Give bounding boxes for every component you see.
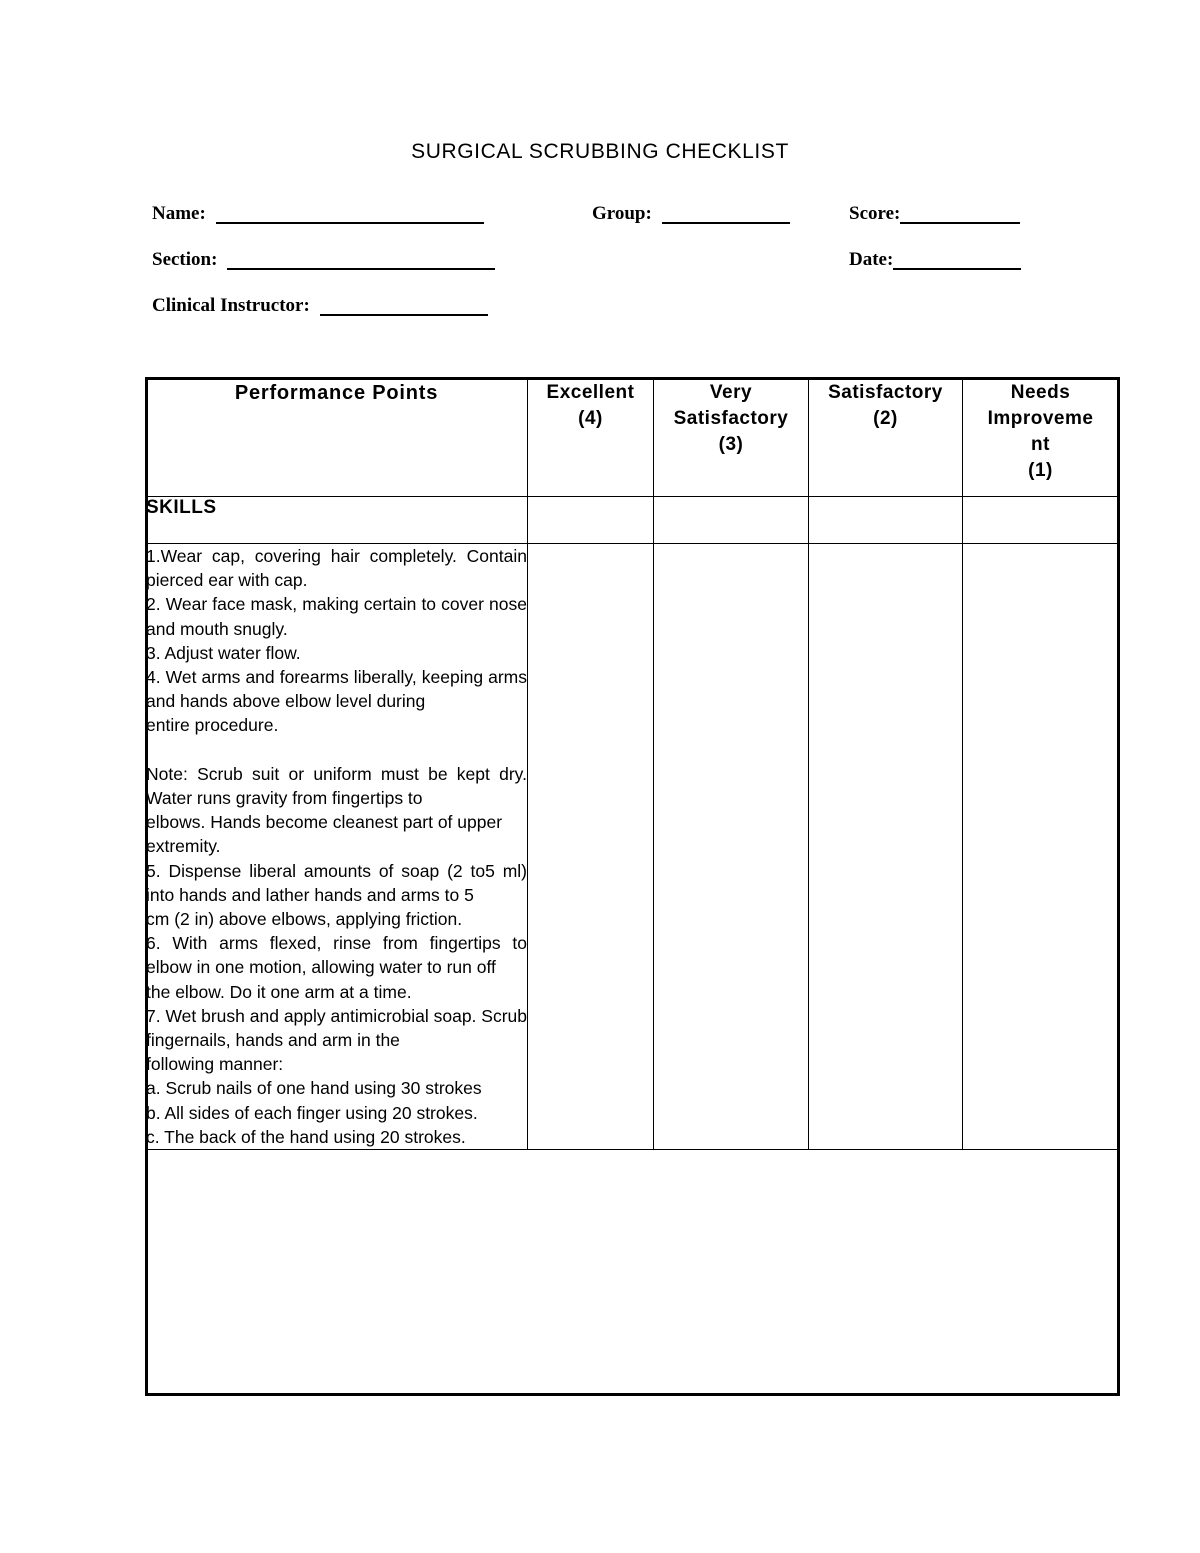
performance-points-content: 1.Wear cap, covering hair completely. Co… — [145, 542, 528, 1151]
date-input-rule[interactable] — [893, 251, 1022, 270]
rating-cell-needs-improvement[interactable] — [962, 496, 1119, 544]
performance-item: 2. Wear face mask, making certain to cov… — [146, 594, 527, 639]
table-frame-top — [145, 377, 1120, 380]
header-line: (1) — [1028, 460, 1053, 481]
header-line: (4) — [578, 408, 603, 429]
table-row: SKILLS — [145, 496, 1119, 544]
name-label: Name: — [152, 203, 206, 224]
column-header-needs-improvement: Needs Improveme nt (1) — [962, 379, 1119, 497]
header-line: Improveme — [987, 408, 1094, 429]
score-label: Score: — [849, 203, 901, 224]
performance-note: elbows. Hands become cleanest part of up… — [146, 812, 503, 857]
section-field[interactable]: Section: — [152, 249, 496, 270]
performance-item: c. The back of the hand using 20 strokes… — [146, 1126, 466, 1147]
rating-cell-very-satisfactory[interactable] — [653, 496, 809, 544]
header-line: Satisfactory — [828, 382, 943, 403]
header-line: (2) — [873, 408, 898, 429]
page-title: SURGICAL SCRUBBING CHECKLIST — [411, 140, 789, 163]
performance-item: the elbow. Do it one arm at a time. — [146, 981, 412, 1002]
performance-item: following manner: — [146, 1054, 284, 1075]
score-field[interactable]: Score: — [849, 203, 1021, 224]
rating-cell-satisfactory[interactable] — [808, 542, 963, 1151]
column-header-very-satisfactory: Very Satisfactory (3) — [653, 379, 809, 497]
section-label-skills: SKILLS — [145, 496, 528, 544]
form-row-1: Name: Group: Score: — [152, 204, 1052, 250]
performance-item: a. Scrub nails of one hand using 30 stro… — [146, 1078, 482, 1099]
table-header-row: Performance Points Excellent (4) Very Sa… — [145, 379, 1119, 497]
header-line: Satisfactory — [673, 408, 789, 429]
header-line: nt — [1031, 434, 1050, 455]
column-header-excellent: Excellent (4) — [527, 379, 654, 497]
checklist-table: Performance Points Excellent (4) Very Sa… — [145, 379, 1119, 1151]
performance-item: b. All sides of each finger using 20 str… — [146, 1102, 478, 1123]
rating-cell-satisfactory[interactable] — [808, 496, 963, 544]
name-input-rule[interactable] — [215, 205, 484, 224]
group-input-rule[interactable] — [661, 205, 790, 224]
section-label: Section: — [152, 249, 218, 270]
performance-item: cm (2 in) above elbows, applying frictio… — [146, 909, 463, 930]
form-fields-block: Name: Group: Score: Section: Date: — [152, 204, 1052, 342]
performance-item: 7. Wet brush and apply antimicrobial soa… — [146, 1005, 527, 1051]
performance-item: 1.Wear cap, covering hair completely. Co… — [146, 546, 527, 591]
group-field[interactable]: Group: — [592, 204, 790, 224]
header-line: (3) — [718, 434, 744, 455]
performance-item: 3. Adjust water flow. — [146, 642, 301, 663]
table-row: 1.Wear cap, covering hair completely. Co… — [145, 542, 1119, 1151]
column-header-performance-points: Performance Points — [145, 379, 528, 497]
form-row-2: Section: Date: — [152, 250, 1052, 296]
skills-text: SKILLS — [146, 497, 217, 518]
rating-cell-excellent[interactable] — [527, 542, 654, 1151]
rating-cell-very-satisfactory[interactable] — [653, 542, 809, 1151]
date-label: Date: — [849, 249, 894, 270]
header-text: Performance Points — [234, 382, 439, 404]
performance-note: Note: Scrub suit or uniform must be kept… — [146, 763, 527, 809]
clinical-instructor-field[interactable]: Clinical Instructor: — [152, 296, 488, 316]
header-line: Excellent — [546, 382, 635, 403]
paragraph-spacer — [146, 738, 527, 762]
date-field[interactable]: Date: — [849, 249, 1022, 270]
group-label: Group: — [592, 203, 652, 224]
performance-item: 4. Wet arms and forearms liberally, keep… — [146, 667, 527, 712]
table-frame-bottom — [145, 1393, 1120, 1396]
form-row-3: Clinical Instructor: — [152, 296, 1052, 342]
performance-item: 6. With arms flexed, rinse from fingerti… — [146, 933, 527, 978]
rating-cell-needs-improvement[interactable] — [962, 542, 1119, 1151]
header-line: Needs — [1010, 382, 1071, 403]
performance-item: entire procedure. — [146, 715, 279, 736]
section-input-rule[interactable] — [227, 251, 496, 270]
table-frame-right — [1117, 377, 1120, 1396]
header-line: Very — [709, 382, 753, 403]
clinical-instructor-label: Clinical Instructor: — [152, 295, 310, 316]
rating-cell-excellent[interactable] — [527, 496, 654, 544]
clinical-instructor-input-rule[interactable] — [319, 297, 488, 316]
performance-item: 5. Dispense liberal amounts of soap (2 t… — [146, 860, 527, 905]
column-header-satisfactory: Satisfactory (2) — [808, 379, 963, 497]
score-input-rule[interactable] — [900, 205, 1021, 224]
name-field[interactable]: Name: — [152, 204, 484, 224]
